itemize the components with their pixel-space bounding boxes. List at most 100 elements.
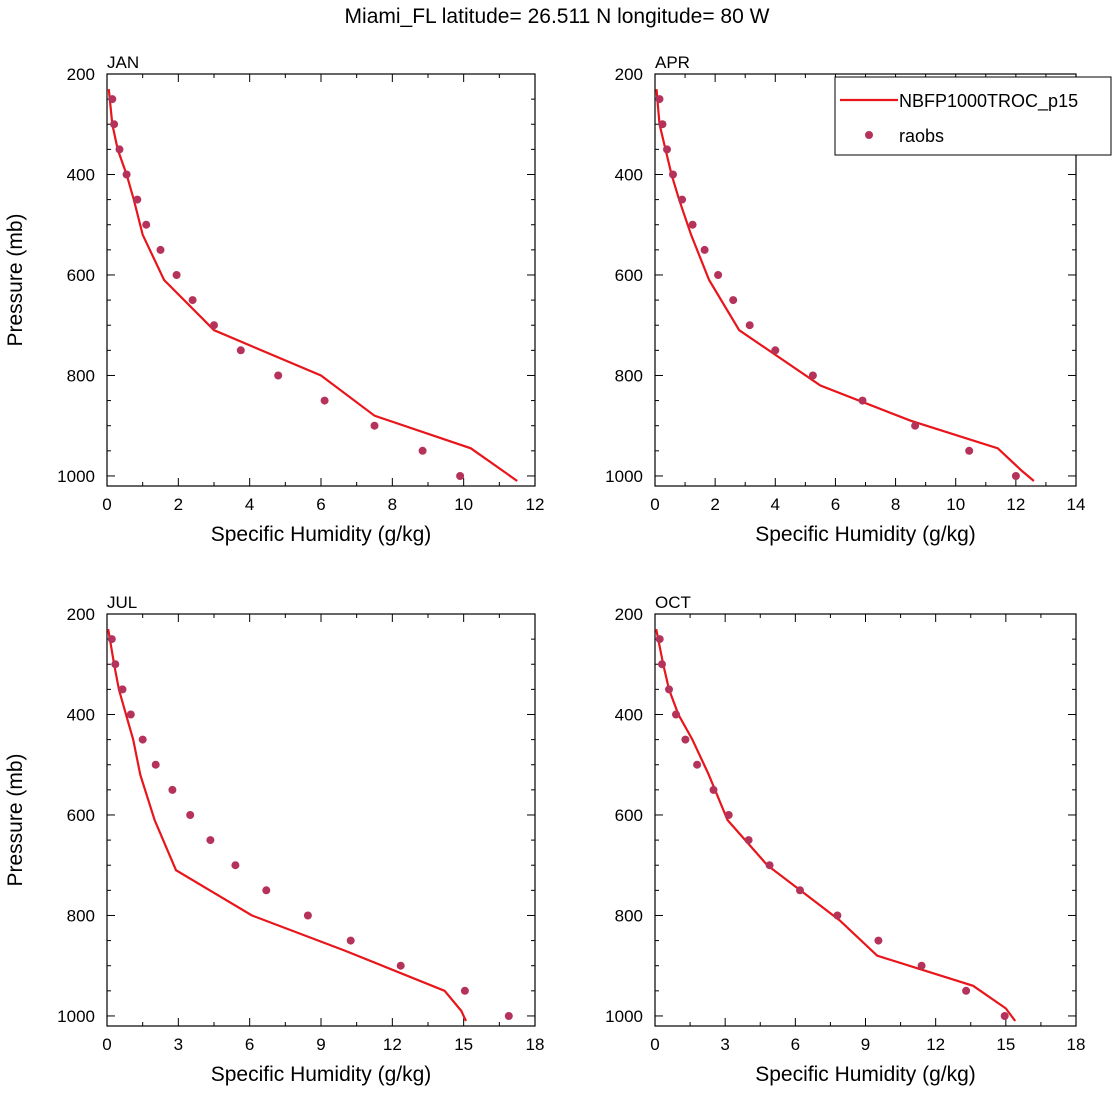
x-tick-label: 0 bbox=[102, 495, 111, 514]
raobs-point bbox=[168, 785, 177, 794]
y-tick-label: 1000 bbox=[605, 467, 643, 486]
panel-label: JAN bbox=[107, 53, 139, 72]
raobs-point bbox=[765, 861, 774, 870]
y-tick-label: 200 bbox=[615, 605, 643, 624]
x-axis-label: Specific Humidity (g/kg) bbox=[755, 1063, 976, 1086]
y-tick-label: 200 bbox=[615, 65, 643, 84]
legend-box bbox=[834, 76, 1112, 156]
x-tick-label: 18 bbox=[1067, 1035, 1086, 1054]
y-tick-label: 200 bbox=[67, 605, 95, 624]
y-axis-label: Pressure (mb) bbox=[4, 213, 27, 346]
raobs-point bbox=[700, 245, 709, 254]
y-tick-label: 400 bbox=[615, 705, 643, 724]
x-tick-label: 12 bbox=[383, 1035, 402, 1054]
raobs-point bbox=[346, 936, 355, 945]
panel-label: JUL bbox=[107, 593, 137, 612]
raobs-point bbox=[188, 296, 197, 305]
raobs-point bbox=[186, 811, 195, 819]
raobs-point bbox=[118, 685, 127, 694]
x-tick-label: 4 bbox=[771, 495, 780, 514]
raobs-point bbox=[693, 760, 702, 769]
raobs-point bbox=[681, 735, 690, 744]
raobs-point bbox=[151, 760, 160, 769]
x-tick-label: 0 bbox=[650, 495, 659, 514]
x-tick-label: 6 bbox=[791, 1035, 800, 1054]
raobs-point bbox=[714, 271, 723, 279]
raobs-point bbox=[724, 811, 733, 819]
x-tick-label: 2 bbox=[174, 495, 183, 514]
panel-jan: JAN 200 400 600 800 1000 0 2 4 6 8 10 12 Specific Hum… bbox=[4, 53, 544, 546]
x-tick-label: 6 bbox=[316, 495, 325, 514]
chart-title: Miami_FL latitude= 26.511 N longitude= 8… bbox=[345, 5, 770, 28]
model-line bbox=[107, 88, 518, 482]
legend-model-label: NBFP1000TROC_p15 bbox=[899, 91, 1078, 112]
model-line bbox=[655, 628, 1017, 1022]
raobs-point bbox=[655, 95, 664, 104]
y-axis-label: Pressure (mb) bbox=[4, 753, 27, 886]
raobs-point bbox=[370, 421, 379, 430]
raobs-point bbox=[665, 685, 673, 694]
x-tick-label: 0 bbox=[650, 1035, 659, 1054]
x-axis-label: Specific Humidity (g/kg) bbox=[755, 523, 976, 546]
raobs-point bbox=[858, 396, 867, 405]
y-tick-label: 800 bbox=[67, 366, 95, 385]
panel-label: APR bbox=[655, 53, 690, 72]
raobs-point bbox=[678, 195, 687, 204]
panel-oct: OCT 200 400 600 800 1000 0 3 6 9 12 15 18 Specific Hu… bbox=[605, 593, 1085, 1086]
x-axis-label: Specific Humidity (g/kg) bbox=[211, 1063, 432, 1086]
raobs-point bbox=[303, 911, 312, 920]
raobs-point bbox=[745, 321, 754, 330]
raobs-point bbox=[111, 660, 120, 669]
raobs-point bbox=[663, 145, 671, 154]
y-tick-label: 400 bbox=[67, 165, 95, 184]
raobs-point bbox=[729, 296, 738, 305]
y-tick-label: 600 bbox=[615, 266, 643, 285]
y-tick-label: 600 bbox=[67, 806, 95, 825]
x-tick-label: 14 bbox=[1067, 495, 1086, 514]
x-tick-label: 4 bbox=[245, 495, 254, 514]
x-tick-label: 10 bbox=[946, 495, 965, 514]
x-tick-label: 3 bbox=[720, 1035, 729, 1054]
x-tick-label: 12 bbox=[1006, 495, 1025, 514]
panel-label: OCT bbox=[655, 593, 691, 612]
x-tick-label: 15 bbox=[996, 1035, 1015, 1054]
raobs-point bbox=[206, 836, 215, 845]
raobs-point bbox=[917, 961, 926, 970]
y-tick-label: 1000 bbox=[57, 1007, 95, 1026]
raobs-point bbox=[504, 1012, 513, 1020]
y-tick-label: 1000 bbox=[57, 467, 95, 486]
x-tick-label: 2 bbox=[710, 495, 719, 514]
raobs-point bbox=[672, 710, 680, 719]
raobs-point bbox=[658, 660, 666, 669]
y-tick-label: 600 bbox=[615, 806, 643, 825]
raobs-point bbox=[418, 446, 427, 455]
x-tick-label: 6 bbox=[245, 1035, 254, 1054]
y-tick-label: 400 bbox=[67, 705, 95, 724]
raobs-point bbox=[911, 421, 920, 430]
raobs-point bbox=[833, 911, 842, 920]
raobs-point bbox=[172, 271, 181, 279]
raobs-point bbox=[262, 886, 271, 895]
raobs-point bbox=[138, 735, 147, 744]
raobs-point bbox=[231, 861, 240, 870]
legend-obs-label: raobs bbox=[899, 126, 944, 146]
x-tick-label: 18 bbox=[526, 1035, 545, 1054]
raobs-point bbox=[108, 95, 117, 104]
x-tick-label: 9 bbox=[316, 1035, 325, 1054]
x-tick-label: 10 bbox=[454, 495, 473, 514]
raobs-point bbox=[655, 635, 664, 644]
raobs-point bbox=[396, 961, 405, 970]
plot-frame bbox=[654, 613, 1077, 1027]
raobs-point bbox=[688, 220, 697, 229]
y-tick-label: 800 bbox=[615, 366, 643, 385]
raobs-point bbox=[456, 472, 465, 480]
panel-apr: APR 200 400 600 800 1000 0 2 4 6 8 10 12 14 Specific H… bbox=[605, 53, 1085, 546]
y-tick-label: 800 bbox=[615, 906, 643, 925]
x-tick-label: 0 bbox=[102, 1035, 111, 1054]
raobs-point bbox=[320, 396, 329, 405]
x-tick-label: 12 bbox=[926, 1035, 945, 1054]
y-tick-label: 1000 bbox=[605, 1007, 643, 1026]
raobs-point bbox=[133, 195, 142, 204]
raobs-point bbox=[122, 170, 131, 179]
